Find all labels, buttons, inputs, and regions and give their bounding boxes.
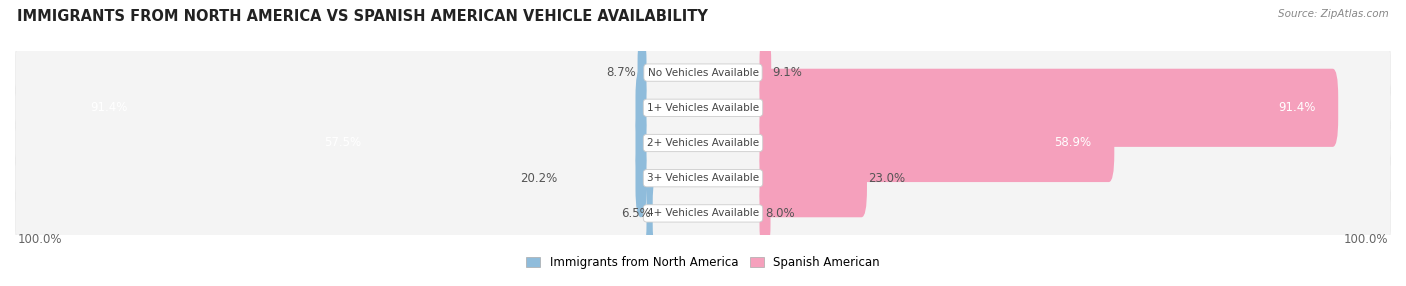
- Text: IMMIGRANTS FROM NORTH AMERICA VS SPANISH AMERICAN VEHICLE AVAILABILITY: IMMIGRANTS FROM NORTH AMERICA VS SPANISH…: [17, 9, 707, 23]
- Text: No Vehicles Available: No Vehicles Available: [648, 67, 758, 78]
- Legend: Immigrants from North America, Spanish American: Immigrants from North America, Spanish A…: [526, 256, 880, 269]
- FancyBboxPatch shape: [15, 152, 1391, 205]
- FancyBboxPatch shape: [636, 69, 647, 147]
- FancyBboxPatch shape: [759, 139, 868, 217]
- FancyBboxPatch shape: [759, 33, 772, 112]
- FancyBboxPatch shape: [15, 119, 1391, 167]
- FancyBboxPatch shape: [15, 189, 1391, 237]
- FancyBboxPatch shape: [15, 116, 1391, 170]
- Text: 20.2%: 20.2%: [520, 172, 557, 185]
- Text: 23.0%: 23.0%: [869, 172, 905, 185]
- FancyBboxPatch shape: [15, 81, 1391, 134]
- Text: Source: ZipAtlas.com: Source: ZipAtlas.com: [1278, 9, 1389, 19]
- Text: 2+ Vehicles Available: 2+ Vehicles Available: [647, 138, 759, 148]
- FancyBboxPatch shape: [636, 139, 647, 217]
- Text: 3+ Vehicles Available: 3+ Vehicles Available: [647, 173, 759, 183]
- FancyBboxPatch shape: [15, 84, 1391, 132]
- Text: 6.5%: 6.5%: [621, 207, 651, 220]
- Text: 58.9%: 58.9%: [1054, 136, 1091, 150]
- FancyBboxPatch shape: [759, 104, 1115, 182]
- FancyBboxPatch shape: [15, 187, 1391, 240]
- FancyBboxPatch shape: [759, 69, 1339, 147]
- FancyBboxPatch shape: [636, 104, 647, 182]
- Text: 100.0%: 100.0%: [17, 233, 62, 246]
- Text: 91.4%: 91.4%: [90, 101, 128, 114]
- FancyBboxPatch shape: [15, 49, 1391, 97]
- Text: 4+ Vehicles Available: 4+ Vehicles Available: [647, 208, 759, 219]
- FancyBboxPatch shape: [15, 154, 1391, 202]
- FancyBboxPatch shape: [637, 33, 647, 112]
- Text: 91.4%: 91.4%: [1278, 101, 1316, 114]
- Text: 57.5%: 57.5%: [323, 136, 361, 150]
- Text: 1+ Vehicles Available: 1+ Vehicles Available: [647, 103, 759, 113]
- Text: 9.1%: 9.1%: [772, 66, 803, 79]
- FancyBboxPatch shape: [759, 174, 770, 253]
- Text: 100.0%: 100.0%: [1344, 233, 1389, 246]
- FancyBboxPatch shape: [641, 174, 658, 253]
- Text: 8.0%: 8.0%: [765, 207, 794, 220]
- Text: 8.7%: 8.7%: [606, 66, 636, 79]
- FancyBboxPatch shape: [15, 46, 1391, 99]
